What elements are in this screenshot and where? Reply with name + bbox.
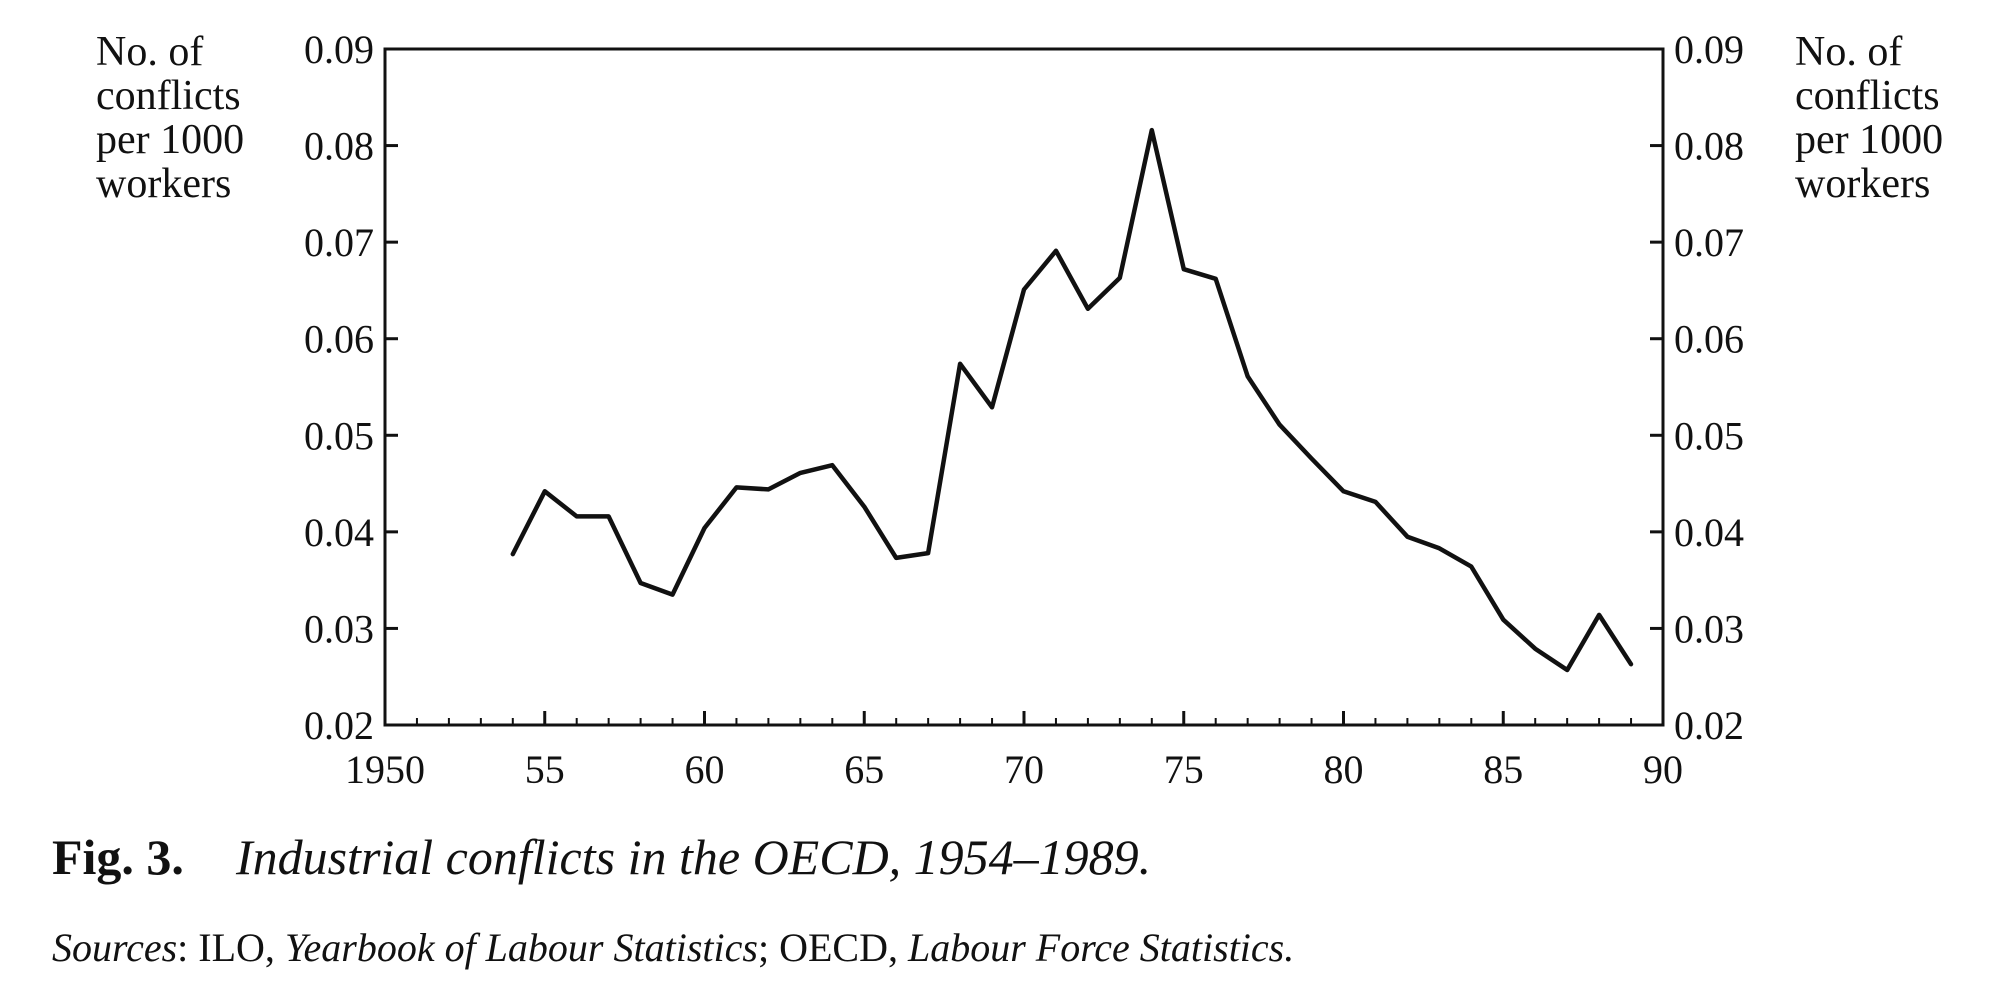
x-tick-label: 70 bbox=[1004, 747, 1044, 792]
series-line-conflicts bbox=[510, 127, 1634, 673]
y-tick-label-right: 0.05 bbox=[1674, 413, 1744, 458]
y-tick-label-left: 0.03 bbox=[304, 606, 374, 651]
source-reference-2: Labour Force Statistics. bbox=[907, 925, 1295, 970]
y-axis-label-left: No. of conflicts per 1000 workers bbox=[96, 29, 245, 207]
sources-prefix: Sources bbox=[52, 925, 178, 970]
y-tick-label-right: 0.03 bbox=[1674, 606, 1744, 651]
y-tick-label-left: 0.09 bbox=[304, 27, 374, 72]
x-axis-ticks: 1950 55 60 65 70 75 80 85 90 bbox=[345, 711, 1683, 792]
sources-separator-1: : ILO, bbox=[177, 925, 285, 970]
y-tick-label-right: 0.02 bbox=[1674, 703, 1744, 748]
y-tick-label-left: 0.07 bbox=[304, 220, 374, 265]
figure-title: Industrial conflicts in the OECD, 1954–1… bbox=[235, 829, 1152, 885]
figure-number: Fig. 3. bbox=[52, 829, 184, 885]
x-tick-label: 75 bbox=[1164, 747, 1204, 792]
y-tick-label-left: 0.04 bbox=[304, 510, 374, 555]
x-tick-label: 1950 bbox=[345, 747, 425, 792]
y-axis-label-right: No. of conflicts per 1000 workers bbox=[1795, 29, 1944, 207]
y-tick-label-right: 0.08 bbox=[1674, 124, 1744, 169]
line-chart: 1950 55 60 65 70 75 80 85 90 0.02 0.020.03 0.030.0… bbox=[304, 27, 1744, 792]
y-tick-label-left: 0.02 bbox=[304, 703, 374, 748]
y-tick-label-right: 0.07 bbox=[1674, 220, 1744, 265]
x-tick-label: 85 bbox=[1483, 747, 1523, 792]
x-tick-label: 60 bbox=[685, 747, 725, 792]
y-tick-label-left: 0.06 bbox=[304, 317, 374, 362]
x-tick-label: 90 bbox=[1643, 747, 1683, 792]
y-tick-label-right: 0.04 bbox=[1674, 510, 1744, 555]
y-tick-label-left: 0.08 bbox=[304, 124, 374, 169]
y-tick-label-right: 0.09 bbox=[1674, 27, 1744, 72]
x-tick-label: 65 bbox=[844, 747, 884, 792]
plot-frame bbox=[383, 47, 1665, 727]
figure-sources: Sources: ILO, Yearbook of Labour Statist… bbox=[52, 924, 1294, 971]
y-tick-label-right: 0.06 bbox=[1674, 317, 1744, 362]
y-axis-ticks: 0.02 0.02 0.03 0.03 0.04 0.04 0.05 0.05 0.06 0.06… bbox=[304, 27, 1744, 748]
x-tick-label: 55 bbox=[525, 747, 565, 792]
sources-separator-2: ; OECD, bbox=[757, 925, 908, 970]
figure-caption: Fig. 3. Industrial conflicts in the OECD,… bbox=[52, 828, 1151, 886]
y-tick-label-left: 0.05 bbox=[304, 413, 374, 458]
x-tick-label: 80 bbox=[1324, 747, 1364, 792]
source-reference-1: Yearbook of Labour Statistics bbox=[284, 925, 758, 970]
